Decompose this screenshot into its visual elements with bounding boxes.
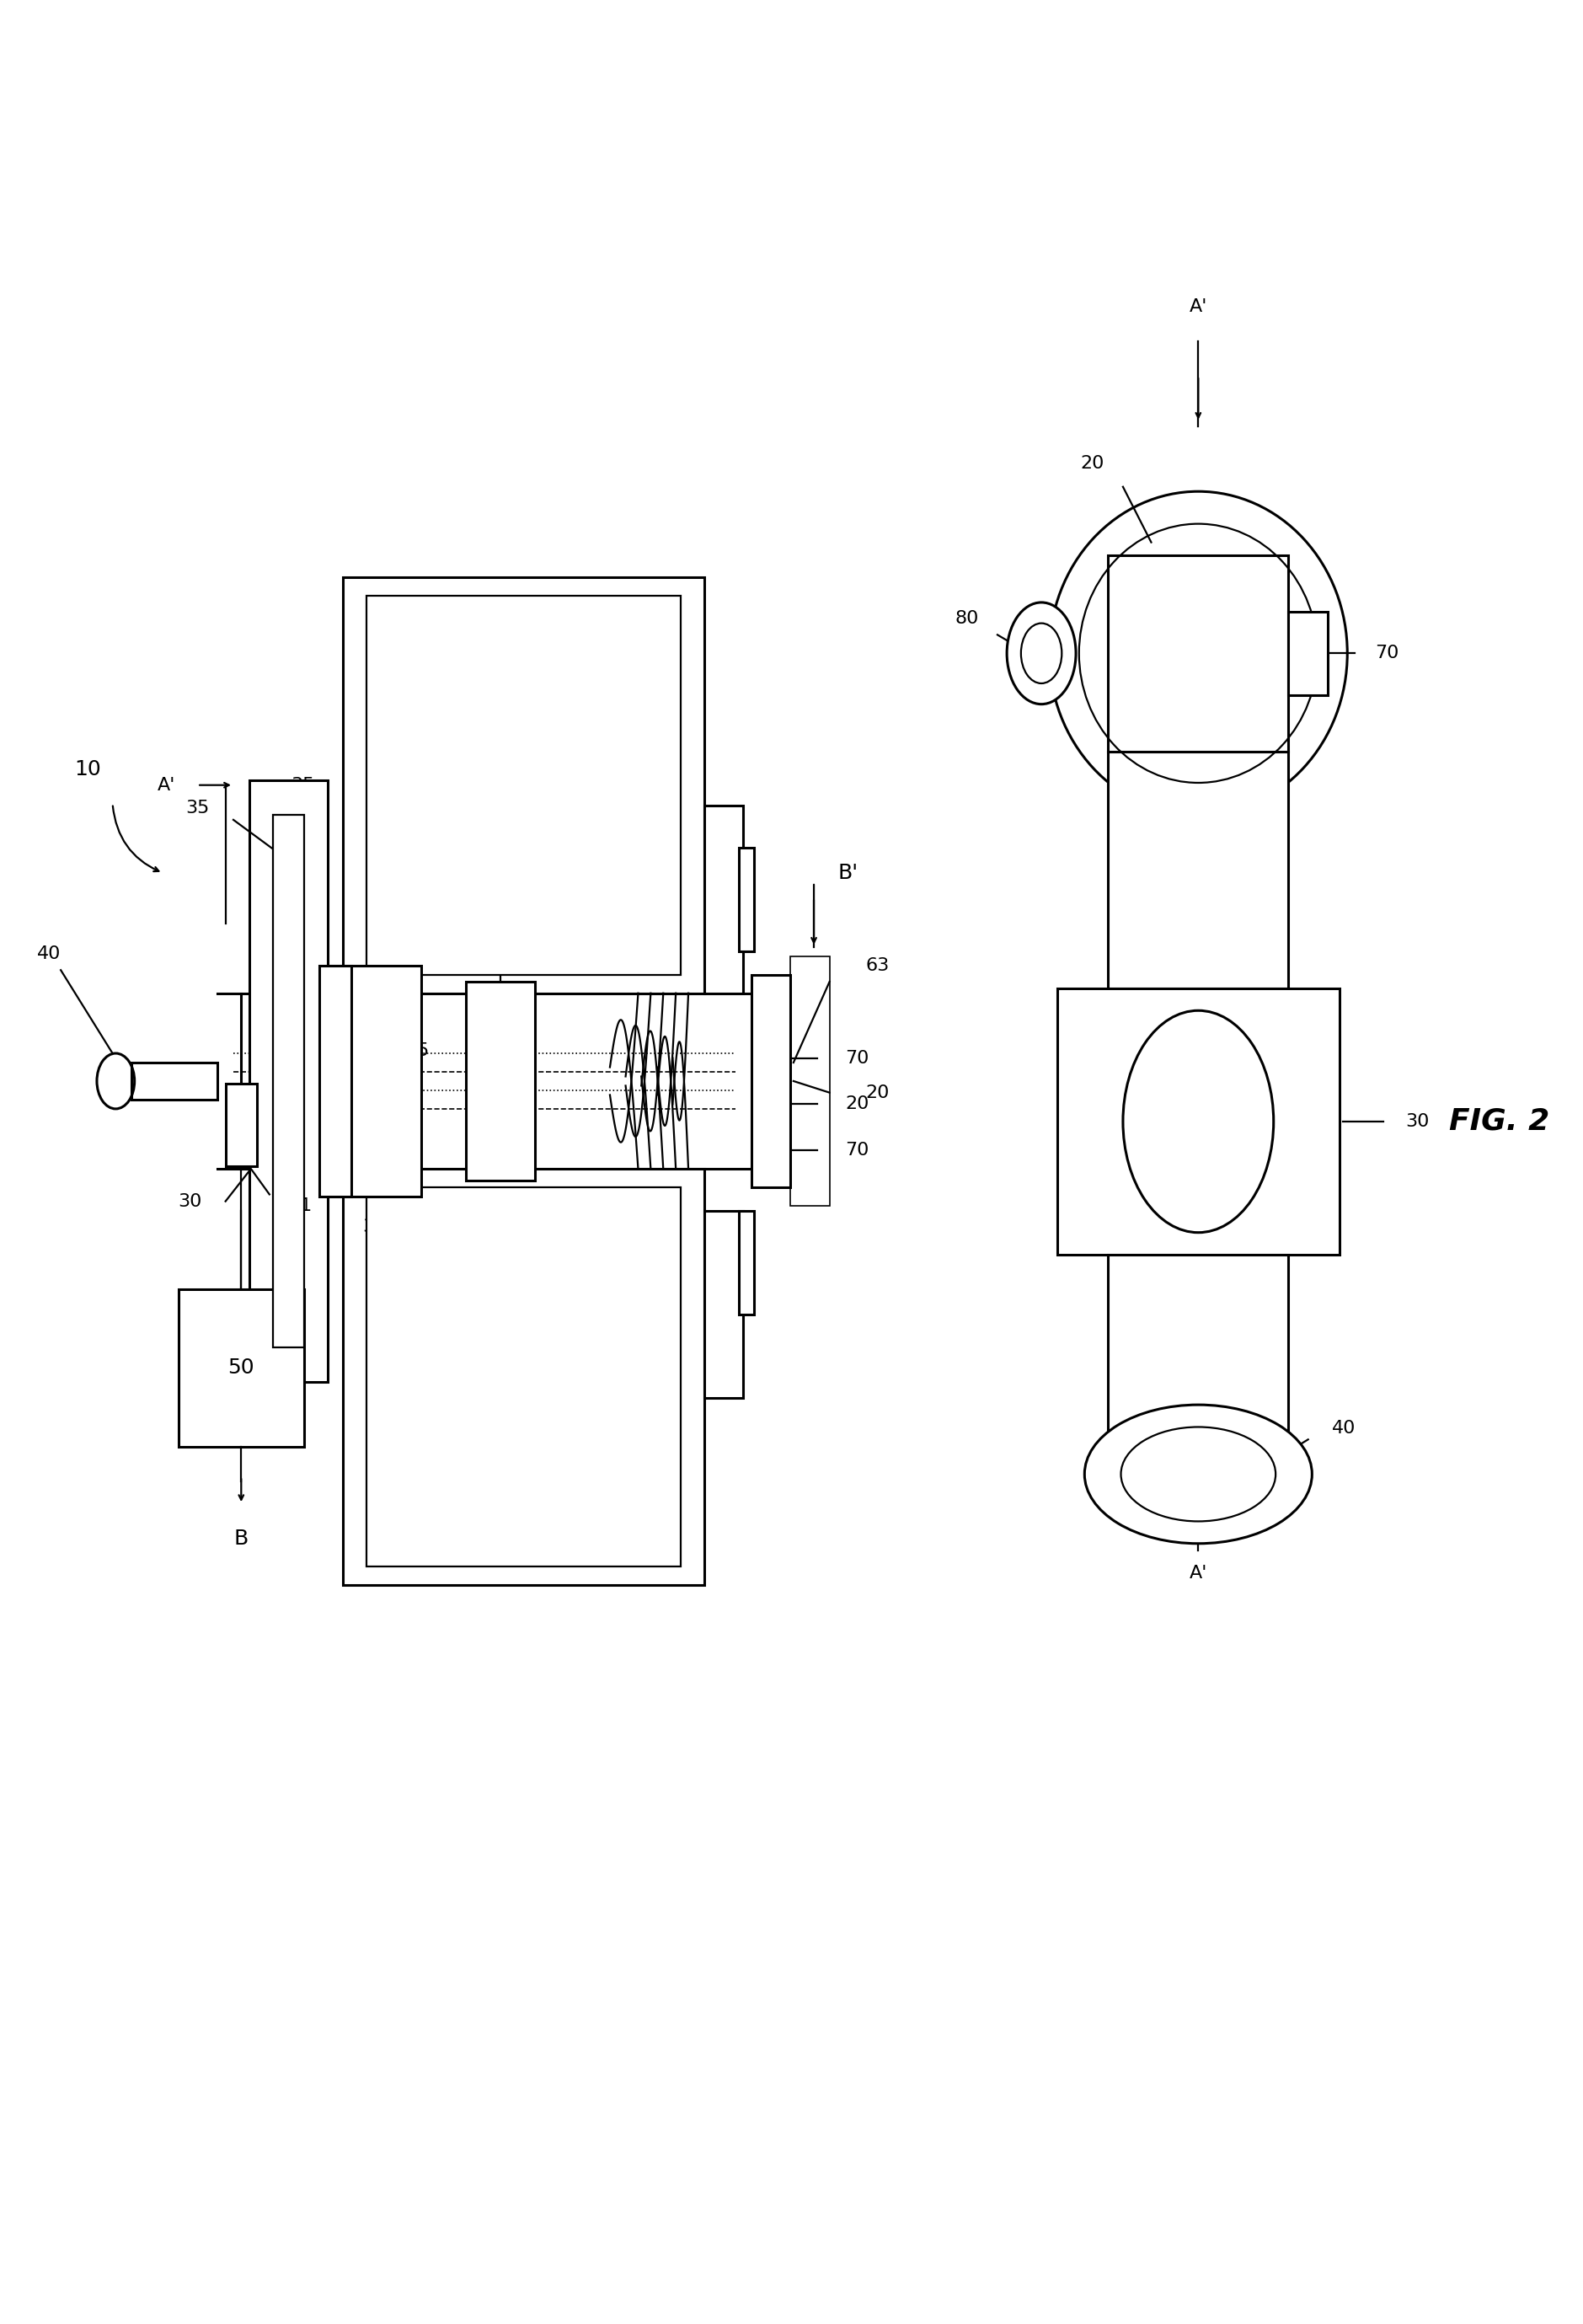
Bar [367,595,681,974]
Text: 30: 30 [1406,1113,1429,1129]
Text: 65: 65 [405,1043,431,1060]
Text: 70: 70 [845,1050,869,1067]
Bar [344,576,704,992]
Text: 20: 20 [866,1085,890,1102]
Text: A': A' [560,1357,578,1373]
Text: A': A' [157,776,176,792]
Text: A': A' [1189,1564,1208,1583]
Text: 65: 65 [397,1109,423,1127]
Text: 25: 25 [1186,662,1211,681]
Text: 63: 63 [866,957,890,974]
Bar [704,1211,744,1397]
Bar [272,816,304,1348]
Bar [344,1169,704,1585]
Bar [328,964,421,1197]
Bar [367,1188,681,1566]
Bar [131,1062,218,1099]
Bar [328,1034,344,1127]
Text: 35: 35 [363,1218,386,1234]
Text: 80: 80 [955,611,978,627]
Bar [739,1211,754,1315]
Bar [1289,611,1328,695]
Text: FIG. 1: FIG. 1 [473,1253,575,1281]
Text: 30: 30 [177,1192,203,1211]
Text: 35: 35 [185,1346,211,1362]
Text: 35: 35 [291,776,315,792]
Text: A': A' [423,788,440,804]
Ellipse shape [1050,490,1347,816]
Text: 70: 70 [1374,644,1399,662]
Text: 60: 60 [484,1078,508,1095]
Text: A': A' [1189,297,1208,314]
Bar [465,981,535,1181]
Bar [704,806,744,992]
Bar [1108,555,1289,751]
Text: 20: 20 [845,1097,869,1113]
Text: B': B' [839,862,858,883]
Text: y: y [1227,604,1236,621]
Text: 70: 70 [845,1141,869,1160]
Text: 35: 35 [185,799,211,816]
Text: B: B [234,1529,249,1550]
Text: 10: 10 [74,760,101,779]
Bar [750,974,790,1188]
Bar [320,964,351,1197]
Text: 50: 50 [228,1357,255,1378]
Bar [1108,751,1289,988]
Text: 35: 35 [291,1369,315,1385]
Text: FIG. 2: FIG. 2 [1450,1106,1550,1136]
Bar [1057,988,1339,1255]
Bar [790,955,829,1206]
Bar [225,1083,256,1167]
Circle shape [1007,602,1076,704]
Text: 40: 40 [38,946,62,962]
Text: 40: 40 [1331,1420,1355,1436]
Bar [179,1290,304,1446]
Bar [1108,1255,1289,1439]
Ellipse shape [1084,1404,1312,1543]
Text: 20: 20 [1080,456,1103,472]
Text: 61: 61 [288,1197,312,1215]
Bar [739,848,754,951]
Bar [249,781,328,1383]
